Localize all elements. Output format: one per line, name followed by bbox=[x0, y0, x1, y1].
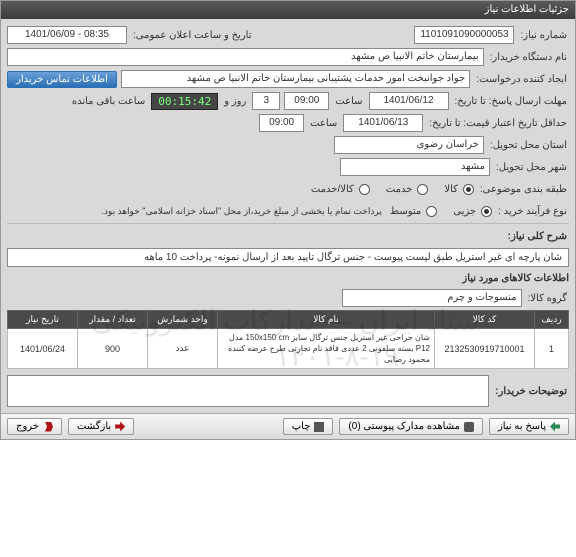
class-option-goods[interactable]: کالا bbox=[442, 184, 474, 195]
province-label: استان محل تحویل: bbox=[488, 140, 569, 151]
proc-note: پرداخت تمام یا بخشی از مبلغ خرید،از محل … bbox=[99, 206, 383, 217]
announce-datetime: 1401/06/09 - 08:35 bbox=[7, 26, 127, 44]
col-name: نام کالا bbox=[218, 311, 435, 329]
group-value: منسوجات و چرم bbox=[342, 289, 522, 307]
deadline-time-label: ساعت bbox=[333, 96, 364, 107]
gen-desc-label: شرح کلی نیاز: bbox=[506, 231, 569, 242]
city-value: مشهد bbox=[340, 158, 490, 176]
deadline-time: 09:00 bbox=[284, 92, 329, 110]
col-qty: تعداد / مقدار bbox=[78, 311, 148, 329]
province-value: خراسان رضوی bbox=[334, 136, 484, 154]
city-label: شهر محل تحویل: bbox=[494, 162, 569, 173]
class-label: طبقه بندی موضوعی: bbox=[478, 184, 569, 195]
remain-label: ساعت باقی مانده bbox=[70, 96, 147, 107]
items-table: ردیف کد کالا نام کالا واحد شمارش تعداد /… bbox=[7, 310, 569, 369]
reply-icon bbox=[550, 422, 560, 432]
attach-label: مشاهده مدارک پیوستی (0) bbox=[348, 421, 460, 432]
radio-icon bbox=[481, 206, 492, 217]
exit-button[interactable]: خروج bbox=[7, 418, 62, 435]
creator-value: جواد جوانبخت امور خدمات پشتیبانی بیمارست… bbox=[121, 70, 470, 88]
col-code: کد کالا bbox=[435, 311, 535, 329]
announce-label: تاریخ و ساعت اعلان عمومی: bbox=[131, 30, 254, 41]
exit-label: خروج bbox=[16, 421, 39, 432]
reply-label: پاسخ به نیاز bbox=[498, 421, 546, 432]
cell-name: شان جراحی غیر استریل جنس ترگال سایز 150x… bbox=[218, 329, 435, 369]
class-option-service[interactable]: خدمت bbox=[384, 184, 429, 195]
table-row[interactable]: 1 2132530919710001 شان جراحی غیر استریل … bbox=[8, 329, 569, 369]
deadline-label: مهلت ارسال پاسخ: تا تاریخ: bbox=[453, 96, 569, 107]
proc-option-partial[interactable]: جزیی bbox=[451, 206, 492, 217]
request-details-panel: جزئیات اطلاعات نیاز شماره نیاز: 11010910… bbox=[0, 0, 576, 440]
print-icon bbox=[314, 422, 324, 432]
exit-icon bbox=[43, 422, 53, 432]
cell-qty: 900 bbox=[78, 329, 148, 369]
reply-button[interactable]: پاسخ به نیاز bbox=[489, 418, 569, 435]
deadline-date: 1401/06/12 bbox=[369, 92, 449, 110]
back-button[interactable]: بازگشت bbox=[68, 418, 134, 435]
cell-unit: عدد bbox=[148, 329, 218, 369]
view-attachments-button[interactable]: مشاهده مدارک پیوستی (0) bbox=[339, 418, 483, 435]
deadline-days: 3 bbox=[252, 92, 280, 110]
panel-title: جزئیات اطلاعات نیاز bbox=[1, 1, 575, 19]
buyer-value: بیمارستان خاتم الانبیا ص مشهد bbox=[7, 48, 484, 66]
proc-radio-group: جزیی متوسط bbox=[388, 206, 492, 217]
action-toolbar: پاسخ به نیاز مشاهده مدارک پیوستی (0) چاپ… bbox=[1, 413, 575, 439]
attachment-icon bbox=[464, 422, 474, 432]
class-radio-group: کالا خدمت کالا/خدمت bbox=[309, 184, 474, 195]
validity-label: حداقل تاریخ اعتبار قیمت: تا تاریخ: bbox=[427, 118, 569, 129]
class-option-both[interactable]: کالا/خدمت bbox=[309, 184, 370, 195]
radio-icon bbox=[426, 206, 437, 217]
col-row: ردیف bbox=[535, 311, 569, 329]
group-label: گروه کالا: bbox=[526, 293, 569, 304]
panel-body: شماره نیاز: 1101091090000053 تاریخ و ساع… bbox=[1, 19, 575, 413]
buyer-label: نام دستگاه خریدار: bbox=[488, 52, 569, 63]
creator-label: ایجاد کننده درخواست: bbox=[474, 74, 569, 85]
radio-icon bbox=[463, 184, 474, 195]
req-no-value: 1101091090000053 bbox=[414, 26, 514, 44]
cell-date: 1401/06/24 bbox=[8, 329, 78, 369]
buyer-notes-value bbox=[7, 375, 489, 407]
gen-desc-value: شان پارچه ای غیر استریل طبق لیست پیوست -… bbox=[7, 248, 569, 267]
col-date: تاریخ نیاز bbox=[8, 311, 78, 329]
col-unit: واحد شمارش bbox=[148, 311, 218, 329]
countdown-timer: 00:15:42 bbox=[151, 93, 218, 110]
cell-row: 1 bbox=[535, 329, 569, 369]
back-icon bbox=[115, 422, 125, 432]
validity-time-label: ساعت bbox=[308, 118, 339, 129]
buyer-notes-label: توضیحات خریدار: bbox=[493, 386, 569, 397]
req-no-label: شماره نیاز: bbox=[518, 30, 569, 41]
print-button[interactable]: چاپ bbox=[283, 418, 334, 435]
radio-icon bbox=[417, 184, 428, 195]
print-label: چاپ bbox=[292, 421, 311, 432]
validity-time: 09:00 bbox=[259, 114, 304, 132]
table-header-row: ردیف کد کالا نام کالا واحد شمارش تعداد /… bbox=[8, 311, 569, 329]
proc-label: نوع فرآیند خرید : bbox=[496, 206, 569, 217]
days-unit-label: روز و bbox=[222, 96, 248, 107]
cell-code: 2132530919710001 bbox=[435, 329, 535, 369]
validity-date: 1401/06/13 bbox=[343, 114, 423, 132]
back-label: بازگشت bbox=[77, 421, 111, 432]
radio-icon bbox=[359, 184, 370, 195]
items-info-label: اطلاعات کالاهای مورد نیاز bbox=[7, 269, 569, 286]
proc-option-med[interactable]: متوسط bbox=[388, 206, 437, 217]
buyer-contact-button[interactable]: اطلاعات تماس خریدار bbox=[7, 71, 117, 88]
